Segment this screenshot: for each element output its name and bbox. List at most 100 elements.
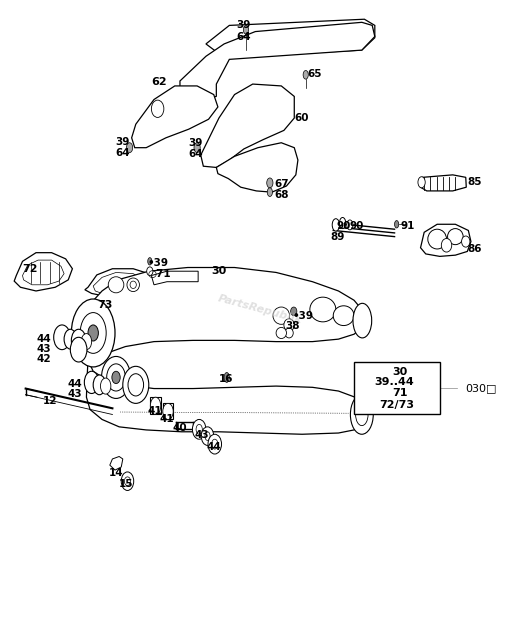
Polygon shape [420,224,471,256]
Text: 60: 60 [295,113,309,123]
Ellipse shape [93,375,106,395]
Ellipse shape [285,328,293,338]
Ellipse shape [462,236,470,247]
Text: 40: 40 [172,423,187,433]
Text: 90: 90 [350,221,364,231]
Text: 72/73: 72/73 [379,400,414,410]
Ellipse shape [70,337,87,362]
Ellipse shape [128,374,144,396]
Ellipse shape [394,220,399,228]
Ellipse shape [130,281,137,288]
Ellipse shape [303,71,308,79]
Ellipse shape [332,219,340,231]
Text: 64: 64 [116,147,130,158]
Ellipse shape [80,313,106,353]
Ellipse shape [194,143,200,153]
Bar [163,404,173,420]
Text: 16: 16 [219,374,233,384]
Ellipse shape [448,228,463,245]
Polygon shape [180,22,375,101]
Text: 42: 42 [37,354,52,364]
Ellipse shape [148,258,152,265]
Text: 39..44: 39..44 [375,378,414,387]
Ellipse shape [201,427,214,446]
Ellipse shape [101,378,111,394]
Ellipse shape [428,229,446,249]
Text: 85: 85 [467,177,482,188]
Ellipse shape [123,366,149,404]
Text: 43: 43 [67,389,82,399]
Ellipse shape [127,278,140,292]
Polygon shape [132,86,218,148]
Polygon shape [152,271,198,285]
Ellipse shape [192,420,206,439]
Text: 65: 65 [307,69,322,79]
Text: PartsRepublik: PartsRepublik [217,293,304,326]
Ellipse shape [212,439,218,449]
Ellipse shape [284,319,294,331]
Ellipse shape [125,477,131,485]
Ellipse shape [333,306,354,326]
Ellipse shape [267,178,273,188]
Text: 41: 41 [147,406,162,416]
Text: 44: 44 [37,334,52,344]
Ellipse shape [71,329,86,352]
Text: 43: 43 [37,344,52,354]
Text: 86: 86 [467,244,482,254]
Ellipse shape [351,395,373,435]
Ellipse shape [163,404,173,420]
Polygon shape [86,360,364,435]
Polygon shape [201,84,294,168]
Text: 44: 44 [67,379,82,389]
Text: 12: 12 [43,396,57,406]
Text: 39: 39 [189,138,203,148]
Ellipse shape [353,303,371,338]
Polygon shape [14,253,72,291]
Polygon shape [420,175,466,191]
Ellipse shape [64,329,77,349]
Ellipse shape [291,307,297,316]
Bar [354,362,440,415]
Text: 39: 39 [116,137,130,147]
Text: 90: 90 [337,221,351,231]
Text: 030□: 030□ [466,383,497,393]
Ellipse shape [356,404,368,426]
Polygon shape [88,267,364,360]
Bar [151,397,161,415]
Text: 68: 68 [275,189,289,199]
Ellipse shape [418,176,425,188]
Ellipse shape [441,238,452,252]
Text: •39: •39 [148,258,169,267]
Text: 67: 67 [275,178,289,189]
Text: 73: 73 [97,300,113,310]
Ellipse shape [243,25,249,34]
Text: 71: 71 [392,389,407,399]
Ellipse shape [127,143,133,153]
Text: 15: 15 [119,478,134,488]
Text: 64: 64 [188,149,203,159]
Polygon shape [206,19,375,58]
Ellipse shape [108,277,124,293]
Text: •39: •39 [293,311,314,321]
Ellipse shape [112,371,120,384]
Ellipse shape [267,188,272,196]
Ellipse shape [273,307,290,324]
Polygon shape [85,269,154,297]
Polygon shape [216,143,298,192]
Ellipse shape [152,100,164,118]
Ellipse shape [208,435,221,454]
Text: 64: 64 [237,32,251,41]
Ellipse shape [84,371,99,394]
Ellipse shape [71,299,115,367]
Ellipse shape [107,364,126,391]
Ellipse shape [347,220,353,230]
Ellipse shape [147,267,153,275]
Ellipse shape [205,432,210,441]
Ellipse shape [121,472,134,490]
Ellipse shape [88,325,98,341]
Ellipse shape [310,297,336,322]
Text: 30: 30 [212,266,227,276]
Text: 30: 30 [392,367,407,377]
Ellipse shape [196,425,202,435]
Text: 43: 43 [195,430,209,441]
